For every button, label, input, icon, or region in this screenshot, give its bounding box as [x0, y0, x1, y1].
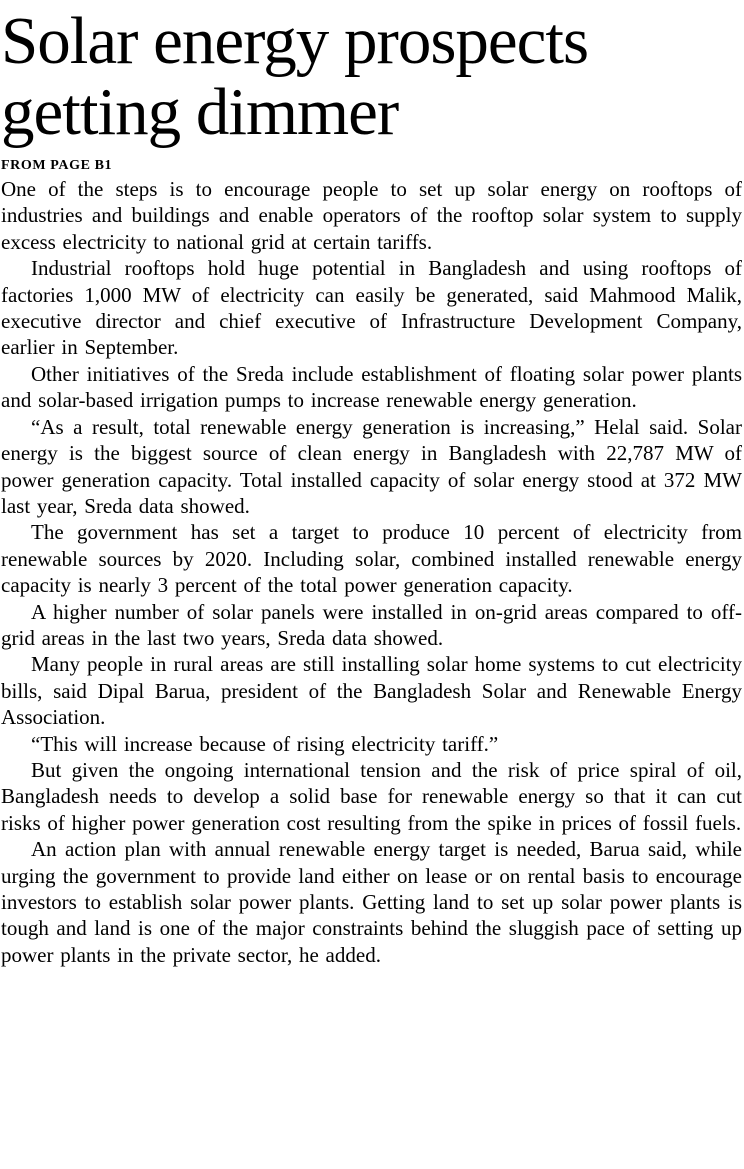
article-paragraph: Industrial rooftops hold huge potential …: [1, 256, 742, 360]
article-body: One of the steps is to encourage people …: [1, 176, 742, 968]
article-paragraph: The government has set a target to produ…: [1, 520, 742, 598]
article-paragraph: One of the steps is to encourage people …: [1, 177, 742, 254]
article-paragraph: But given the ongoing international tens…: [1, 757, 742, 835]
article-headline: Solar energy prospects getting dimmer: [1, 4, 589, 150]
article-paragraph: A higher number of solar panels were ins…: [1, 599, 742, 650]
article-paragraph: Many people in rural areas are still ins…: [1, 652, 742, 730]
article-paragraph: Other initiatives of the Sreda include e…: [1, 361, 742, 413]
article-paragraph: “This will increase because of rising el…: [31, 731, 499, 756]
continuation-kicker: FROM PAGE B1: [1, 158, 113, 174]
article-paragraph: “As a result, total renewable energy gen…: [1, 414, 742, 518]
article-paragraph: An action plan with annual renewable ene…: [1, 837, 742, 967]
